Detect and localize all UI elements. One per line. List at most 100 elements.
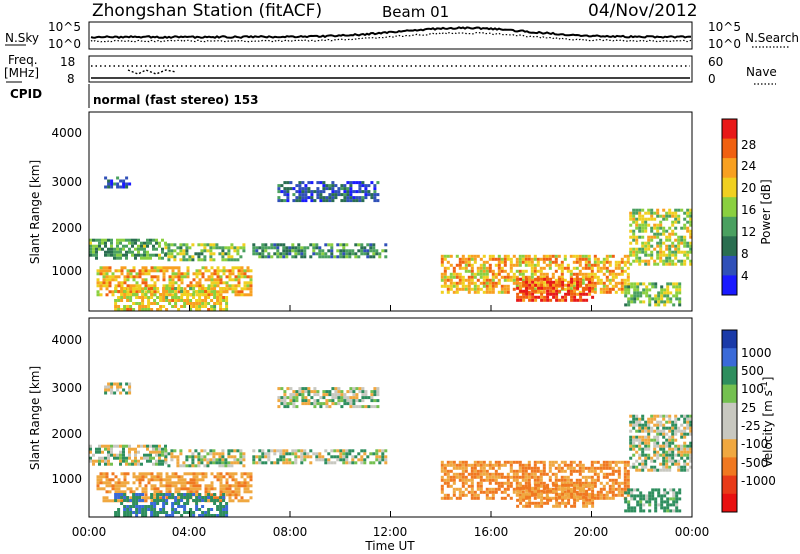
cpid-label: CPID xyxy=(10,87,42,101)
vel-cells-cell xyxy=(322,402,326,406)
power-cells-cell xyxy=(662,226,666,230)
power-cells-cell xyxy=(337,190,341,194)
power-cells-cell xyxy=(519,298,523,302)
vel-cells-cell xyxy=(197,455,201,459)
vel-cells-cell xyxy=(107,382,111,386)
vel-cells-cell xyxy=(555,504,559,508)
vel-cells-cell xyxy=(304,390,308,394)
vel-cells-cell xyxy=(322,393,326,397)
vel-cells-cell xyxy=(627,500,631,504)
power-cells-cell xyxy=(485,260,489,264)
power-cells-cell xyxy=(216,275,220,279)
power-cells-cell xyxy=(638,226,642,230)
vel-cells-cell xyxy=(313,399,317,403)
vel-cells-cell xyxy=(644,465,648,469)
power-cells-cell xyxy=(168,281,172,285)
power-cells-cell xyxy=(179,246,183,250)
power-cells-cell xyxy=(632,208,636,212)
vel-cells-cell xyxy=(449,478,453,482)
power-cells-cell xyxy=(134,238,137,242)
vel-cells-cell xyxy=(156,493,160,496)
power-cells-cell xyxy=(120,287,124,290)
power-cells-cell xyxy=(204,293,208,297)
power-cells-cell xyxy=(572,254,576,258)
power-cells-cell xyxy=(144,296,148,299)
power-cells-cell xyxy=(125,256,128,260)
power-cells-cell xyxy=(611,275,615,279)
vel-cells-cell xyxy=(630,488,634,492)
vel-cells-cell xyxy=(549,498,553,502)
vel-cells-cell xyxy=(307,402,311,406)
power-cells-cell xyxy=(180,299,184,302)
power-cells-cell xyxy=(222,266,226,270)
power-cells-cell xyxy=(369,255,373,259)
vel-cells-cell xyxy=(567,498,571,502)
vel-cells-cell xyxy=(225,472,229,476)
vel-cells-cell xyxy=(557,487,561,491)
power-cells-cell xyxy=(446,284,450,288)
power-cells-cell xyxy=(176,246,180,250)
power-cells-cell xyxy=(198,308,202,311)
power-cells-cell xyxy=(623,269,627,273)
vel-cells-cell xyxy=(192,499,196,502)
power-cells-cell xyxy=(297,246,301,250)
power-cells-cell xyxy=(654,300,658,304)
power-cells-cell xyxy=(312,246,316,250)
power-cells-cell xyxy=(141,296,145,299)
power-cells-cell xyxy=(461,257,465,261)
power-cells-cell xyxy=(539,290,543,294)
vel-cells-cell xyxy=(672,497,676,501)
power-cells-cell xyxy=(161,250,164,254)
power-cells-cell xyxy=(531,289,535,293)
power-cells-cell xyxy=(627,303,631,307)
power-cells-cell xyxy=(482,284,486,288)
power-cells-cell xyxy=(116,176,120,180)
vel-cells-cell xyxy=(641,426,645,430)
power-cells-cell xyxy=(89,241,92,245)
vel-cells-cell xyxy=(126,514,130,517)
power-cells-cell xyxy=(210,272,214,276)
vel-cells-cell xyxy=(304,399,308,403)
vel-cells-cell xyxy=(225,484,229,488)
nsky-tick-bottom-right: 10^0 xyxy=(708,37,741,51)
power-cells-cell xyxy=(578,269,582,273)
vel-cells-cell xyxy=(122,453,125,457)
power-cells-cell xyxy=(122,244,125,248)
vel-cells-cell xyxy=(98,459,101,463)
vel-cells-cell xyxy=(165,514,169,517)
vel-cells-cell xyxy=(516,492,520,496)
power-cells-cell xyxy=(132,287,136,290)
vel-cells-cell xyxy=(641,447,645,451)
power-cells-cell xyxy=(277,187,281,191)
vel-cells-cell xyxy=(452,478,456,482)
vel-cells-cell xyxy=(668,459,672,463)
vel-cells-cell xyxy=(476,496,480,500)
power-cells-cell xyxy=(602,266,606,270)
power-cells-cell xyxy=(171,266,175,270)
vel-cells-cell xyxy=(227,464,231,468)
xaxis-label: Time UT xyxy=(364,539,415,553)
vel-cells-cell xyxy=(647,456,651,460)
vel-cells-cell xyxy=(669,503,673,507)
power-cells-cell xyxy=(376,199,380,203)
power-cells-cell xyxy=(482,254,486,258)
power-cells-cell xyxy=(216,284,220,288)
vel-cells-cell xyxy=(659,453,663,457)
power-cells-cell xyxy=(659,259,663,263)
power-cells-cell xyxy=(192,272,196,276)
vel-cells-cell xyxy=(349,405,353,409)
vel-cells-cell xyxy=(120,502,124,505)
power-cells-cell xyxy=(144,308,148,311)
vel-cells-cell xyxy=(620,481,624,485)
vel-cells-cell xyxy=(677,447,681,451)
vel-cells-cell xyxy=(198,478,202,482)
power-cells-cell xyxy=(123,290,127,293)
power-cells-cell xyxy=(334,193,338,197)
vel-cells-cell xyxy=(573,495,577,499)
vel-cells-cell xyxy=(165,490,169,494)
power-cells-cell xyxy=(310,190,314,194)
power-cells-cell xyxy=(102,281,106,285)
power-cells-cell xyxy=(543,286,547,290)
vel-cells-cell xyxy=(617,481,621,485)
